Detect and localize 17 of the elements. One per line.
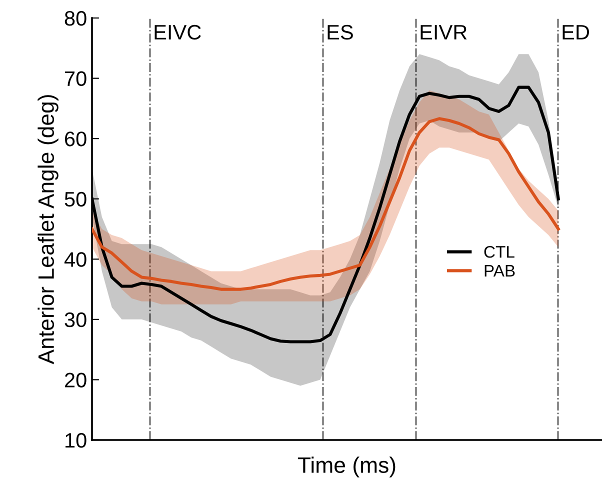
- annotation: EIVC: [154, 24, 201, 40]
- annotation: ED: [562, 25, 590, 40]
- y-tick-label: 20: [65, 372, 86, 388]
- annotation: EIVR: [420, 25, 467, 40]
- y-tick-label: 40: [64, 252, 86, 267]
- line-series: [92, 117, 560, 291]
- legend-label: CTL: [484, 246, 514, 258]
- y-tick-label: 10: [66, 433, 86, 448]
- legend-label: PAB: [484, 265, 515, 277]
- x-axis-title: Time (ms): [298, 456, 396, 478]
- y-axis-title: Anterior Leaflet Angle (deg): [38, 95, 58, 364]
- y-tick-label: 70: [65, 71, 86, 86]
- annotation: ES: [328, 24, 353, 40]
- y-tick-label: 50: [64, 192, 86, 207]
- y-tick-label: 80: [64, 11, 86, 26]
- y-tick-label: 30: [64, 312, 86, 328]
- y-tick-label: 60: [65, 132, 86, 146]
